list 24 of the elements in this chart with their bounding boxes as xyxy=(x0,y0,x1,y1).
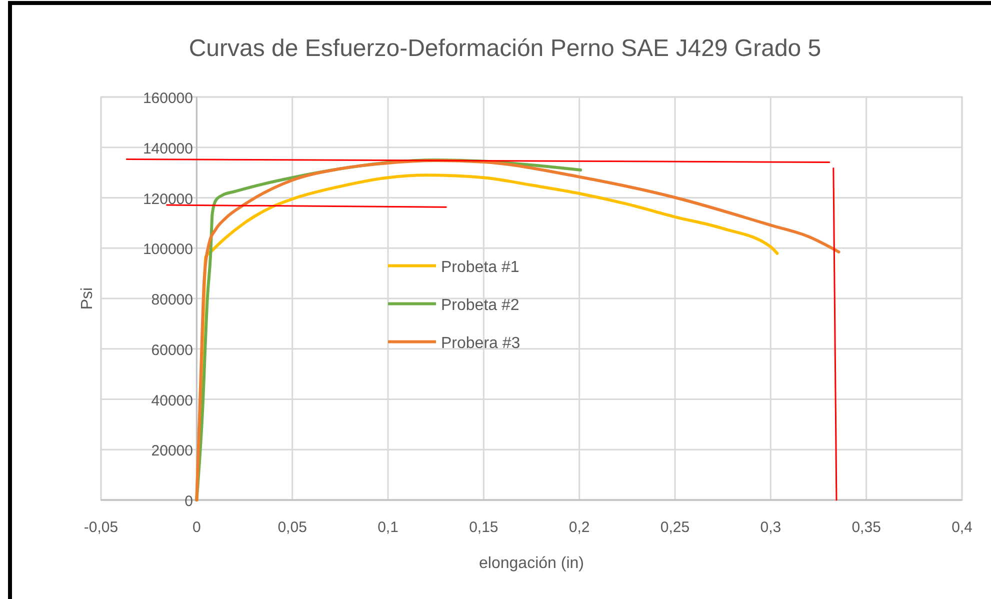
legend-label: Probeta #2 xyxy=(441,296,520,314)
x-tick-label: 0,2 xyxy=(568,519,590,536)
y-axis-title: Psi xyxy=(79,287,96,310)
y-tick-label: 0 xyxy=(184,493,193,510)
x-tick-label: 0,3 xyxy=(760,519,782,536)
x-tick-label: 0,15 xyxy=(469,519,498,536)
y-tick-label: 140000 xyxy=(142,140,193,158)
y-tick-label: 20000 xyxy=(151,442,193,460)
chart-title: Curvas de Esfuerzo-Deformación Perno SAE J429 Grado 5 xyxy=(188,35,822,62)
x-tick-label: 0,1 xyxy=(378,519,398,536)
y-tick-label: 160000 xyxy=(142,90,193,107)
y-tick-label: 40000 xyxy=(151,392,193,410)
legend-label: Probeta #1 xyxy=(441,258,520,276)
x-tick-label: 0,25 xyxy=(660,519,690,536)
y-tick-label: 60000 xyxy=(151,342,193,359)
x-tick-label: -0,05 xyxy=(84,519,118,536)
x-tick-label: 0,35 xyxy=(852,519,881,536)
x-axis-title: elongación (in) xyxy=(479,555,584,572)
y-tick-label: 120000 xyxy=(142,190,193,208)
x-tick-label: 0,4 xyxy=(952,519,972,536)
x-tick-label: 0,05 xyxy=(278,519,307,536)
legend-label: Probera #3 xyxy=(441,334,520,352)
y-tick-label: 100000 xyxy=(142,241,193,258)
y-tick-label: 80000 xyxy=(151,292,193,308)
